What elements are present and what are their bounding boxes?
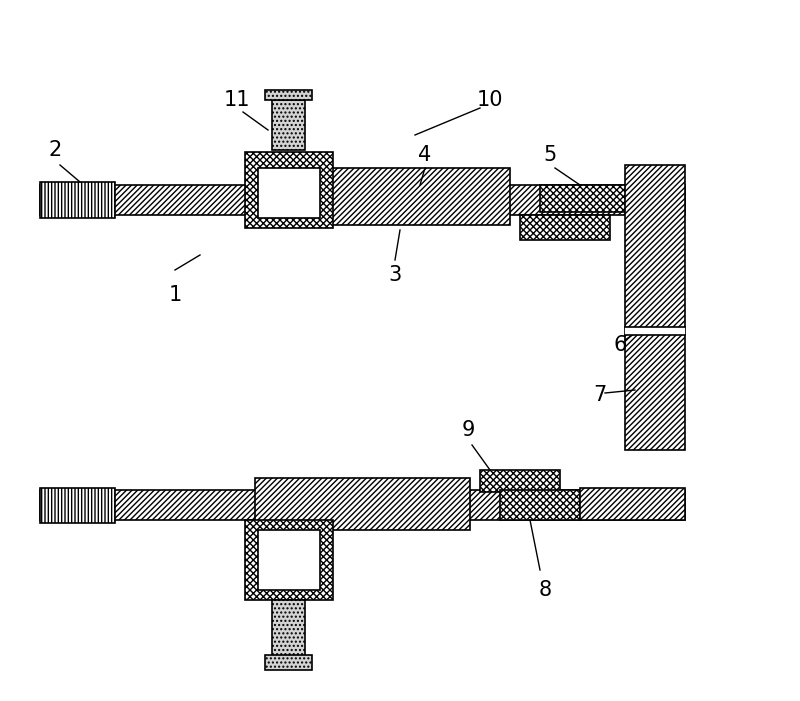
Bar	[500, 490, 580, 520]
Text: 1: 1	[168, 285, 182, 305]
Bar	[625, 327, 685, 335]
Bar	[480, 470, 560, 492]
Bar	[265, 90, 312, 100]
Bar	[245, 152, 333, 228]
Bar	[265, 655, 312, 670]
Bar	[255, 478, 470, 530]
Bar	[258, 530, 320, 590]
Bar	[245, 520, 333, 600]
Text: 10: 10	[477, 90, 503, 110]
Bar	[580, 488, 685, 520]
Bar	[625, 165, 685, 450]
Text: 11: 11	[224, 90, 250, 110]
Text: 9: 9	[462, 420, 474, 440]
Bar	[295, 168, 510, 225]
Bar	[40, 490, 685, 520]
Text: 6: 6	[614, 335, 626, 355]
Bar	[258, 168, 320, 218]
Bar	[40, 182, 115, 218]
Text: 8: 8	[538, 580, 551, 600]
Bar	[40, 488, 115, 523]
Bar	[40, 185, 685, 215]
Bar	[540, 185, 630, 212]
Text: 7: 7	[594, 385, 606, 405]
Bar	[520, 215, 610, 240]
Bar	[272, 600, 305, 660]
Text: 2: 2	[48, 140, 62, 160]
Text: 5: 5	[543, 145, 557, 165]
Bar	[272, 100, 305, 150]
Text: 4: 4	[418, 145, 432, 165]
Text: 3: 3	[388, 265, 402, 285]
